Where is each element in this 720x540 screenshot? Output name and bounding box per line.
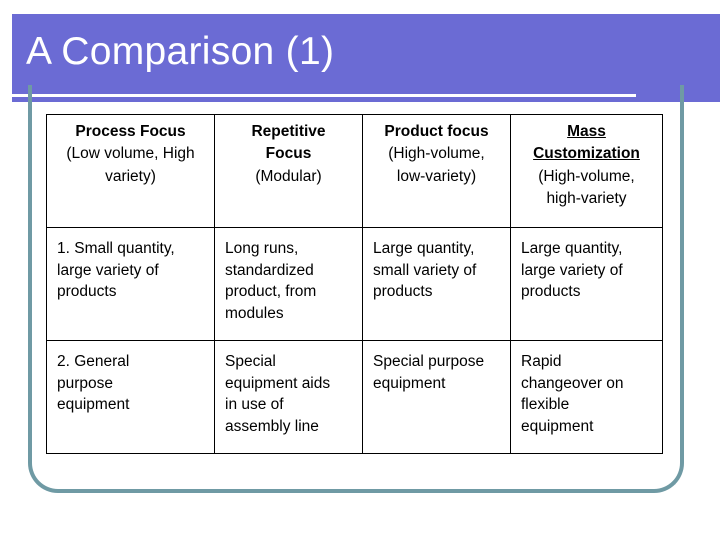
cell-line: Rapid [521, 353, 562, 370]
cell-line: products [57, 283, 117, 301]
cell-line: products [521, 283, 581, 301]
cell-line: Long runs, [225, 240, 299, 257]
cell-line: equipment [373, 374, 446, 392]
cell-line: product, from [225, 283, 317, 301]
table-cell: Long runs, standardized product, from mo… [214, 227, 363, 341]
cell-line: changeover on [521, 374, 624, 392]
cell-line: in use of [225, 396, 284, 414]
header-title: Mass [567, 123, 606, 140]
header-subtitle: low-variety) [396, 167, 477, 185]
comparison-table: Process Focus (Low volume, High variety)… [46, 114, 663, 454]
cell-line: 1. Small quantity, [57, 240, 175, 257]
cell-line: equipment [57, 396, 130, 414]
header-cell-repetitive-focus: Repetitive Focus (Modular) [214, 114, 363, 228]
slide-title: A Comparison (1) [26, 30, 335, 73]
cell-line: purpose [57, 374, 114, 392]
cell-line: Large quantity, [373, 240, 475, 257]
cell-line: modules [225, 305, 284, 323]
cell-line: assembly line [225, 418, 319, 436]
cell-line: Special purpose [373, 353, 485, 370]
header-title: Focus [265, 145, 312, 163]
cell-line: Large quantity, [521, 240, 623, 257]
cell-line: small variety of [373, 261, 477, 279]
cell-line: large variety of [57, 261, 159, 279]
header-subtitle: (Low volume, High [66, 145, 195, 163]
header-subtitle: (High-volume, [388, 145, 485, 163]
table-cell: 1. Small quantity, large variety of prod… [46, 227, 215, 341]
cell-line: equipment aids [225, 374, 331, 392]
header-cell-mass-customization: Mass Customization (High-volume, high-va… [510, 114, 663, 228]
cell-line: products [373, 283, 433, 301]
header-title: Repetitive [251, 123, 326, 140]
cell-line: equipment [521, 418, 594, 436]
cell-line: large variety of [521, 261, 623, 279]
header-title: Process Focus [75, 123, 186, 140]
table-cell: 2. General purpose equipment [46, 340, 215, 454]
header-title: Product focus [384, 123, 489, 140]
title-underline [12, 94, 636, 97]
table-row: 1. Small quantity, large variety of prod… [46, 227, 663, 341]
content-frame [28, 85, 684, 493]
header-row: Process Focus (Low volume, High variety)… [46, 114, 663, 228]
header-subtitle: high-variety [546, 190, 627, 208]
cell-line: standardized [225, 261, 314, 279]
header-subtitle: variety) [105, 167, 156, 185]
cell-line: Special [225, 353, 276, 370]
table-cell: Special purpose equipment [362, 340, 511, 454]
header-title: Customization [533, 145, 640, 163]
cell-line: 2. General [57, 353, 130, 370]
cell-line: flexible [521, 396, 570, 414]
table-cell: Special equipment aids in use of assembl… [214, 340, 363, 454]
table-row: 2. General purpose equipment Special equ… [46, 340, 663, 454]
table-cell: Large quantity, large variety of product… [510, 227, 663, 341]
header-subtitle: (High-volume, [538, 167, 635, 185]
header-subtitle: (Modular) [255, 167, 322, 185]
header-cell-product-focus: Product focus (High-volume, low-variety) [362, 114, 511, 228]
header-cell-process-focus: Process Focus (Low volume, High variety) [46, 114, 215, 228]
table-cell: Large quantity, small variety of product… [362, 227, 511, 341]
table-cell: Rapid changeover on flexible equipment [510, 340, 663, 454]
title-banner [12, 14, 720, 102]
